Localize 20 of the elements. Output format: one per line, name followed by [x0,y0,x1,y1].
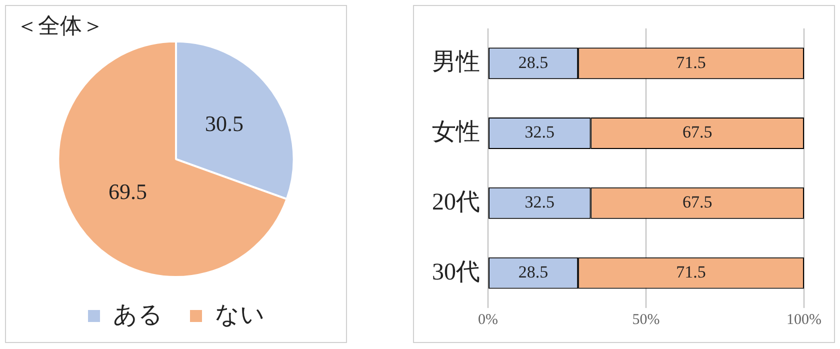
y-tick-label: 20代 [432,189,480,216]
data-label: 67.5 [682,122,712,142]
data-label: 32.5 [524,192,554,212]
data-label: 30.5 [204,111,244,136]
data-label: 67.5 [682,192,712,212]
data-label: 28.5 [518,52,548,72]
x-tick-label: 0% [478,312,498,328]
x-tick-label: 50% [632,312,660,328]
data-label: 71.5 [676,262,706,282]
data-label: 71.5 [676,52,706,72]
y-tick-label: 女性 [432,120,480,146]
data-label: 28.5 [518,262,548,282]
legend-label: ない [215,302,265,328]
y-tick-label: 男性 [432,50,480,76]
data-label: 69.5 [108,178,148,204]
x-tick-label: 100% [786,312,822,328]
y-tick-label: 30代 [432,259,480,286]
legend-label: ある [113,302,163,328]
data-label: 32.5 [524,122,554,142]
chart-title: ＜全体＞ [16,12,104,38]
